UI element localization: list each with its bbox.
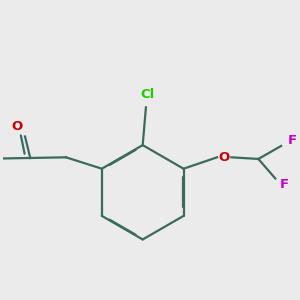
Text: F: F bbox=[287, 134, 296, 147]
Text: Cl: Cl bbox=[140, 88, 155, 101]
Text: F: F bbox=[280, 178, 289, 191]
Text: O: O bbox=[219, 151, 230, 164]
Text: O: O bbox=[12, 120, 23, 133]
